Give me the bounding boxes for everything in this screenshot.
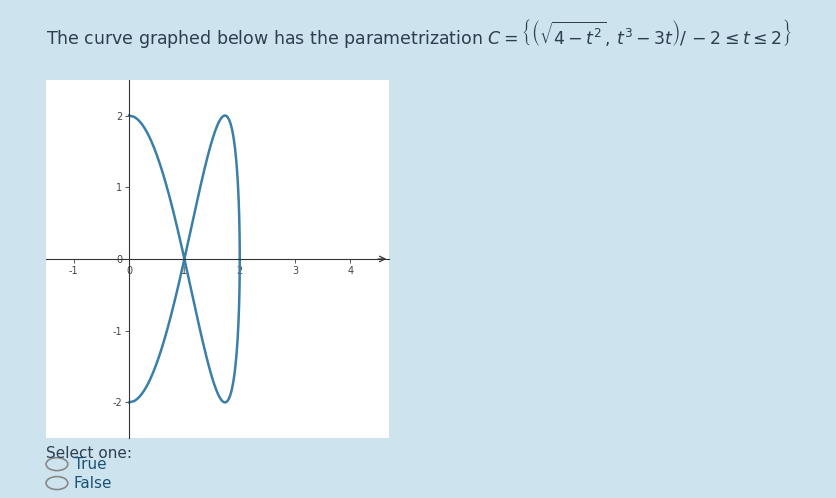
Text: The curve graphed below has the parametrization $C = \left\{\left(\sqrt{4-t^2},\: The curve graphed below has the parametr… (46, 17, 790, 50)
Text: False: False (74, 476, 112, 491)
Text: True: True (74, 457, 106, 472)
Text: Select one:: Select one: (46, 446, 132, 461)
